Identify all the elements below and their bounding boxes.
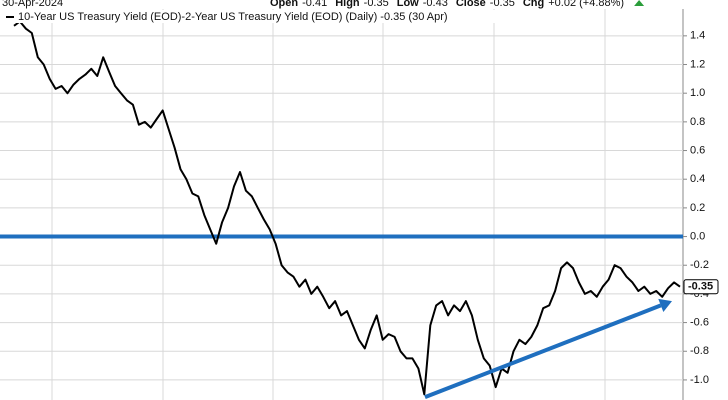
y-tick-label: 0.6 [690, 144, 705, 156]
header-item-value: +0.02 (+4.88%) [548, 0, 624, 9]
y-tick-label: 1.2 [690, 58, 705, 70]
y-tick-label: 0.4 [690, 173, 705, 185]
y-tick-label: -1.0 [690, 374, 709, 386]
header-item-label: Chg [523, 0, 544, 9]
vertical-grid [51, 0, 606, 400]
header-item-value: -0.35 [364, 0, 389, 9]
last-value-label: -0.35 [688, 281, 713, 293]
header-item-value: -0.41 [302, 0, 327, 9]
header-item-value: -0.35 [490, 0, 515, 9]
y-tick-label: 1.0 [690, 87, 705, 99]
legend-bg [4, 10, 564, 23]
header-item-label: Close [456, 0, 486, 9]
header-item-label: Open [270, 0, 298, 9]
y-tick-label: -0.6 [690, 316, 709, 328]
header-item-label: High [335, 0, 360, 9]
legend-label: 10-Year US Treasury Yield (EOD)-2-Year U… [18, 11, 448, 23]
last-value-box [683, 279, 719, 295]
trend-arrow [424, 303, 662, 399]
series-line [13, 20, 681, 396]
header-item-value: -0.43 [423, 0, 448, 9]
y-tick-label: 1.4 [690, 30, 705, 42]
y-tick-label: -0.8 [690, 345, 709, 357]
trend-arrow-head [658, 298, 672, 312]
y-tick-label: 0.0 [690, 230, 705, 242]
header-bg [0, 0, 728, 9]
header-date: 30-Apr-2024 [2, 0, 63, 9]
y-tick-label: -0.2 [690, 259, 709, 271]
change-indicator [634, 0, 645, 6]
y-tick-label: 0.8 [690, 116, 705, 128]
header-item-label: Low [397, 0, 419, 9]
y-tick-label: 0.2 [690, 202, 705, 214]
